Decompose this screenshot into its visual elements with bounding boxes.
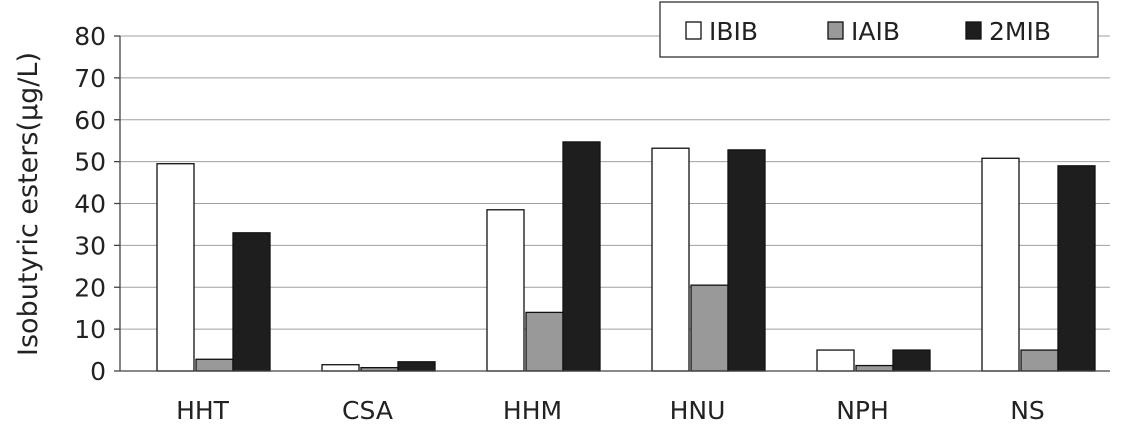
- bar-iaib-ns: [1020, 349, 1059, 372]
- legend-label-iaib: IAIB: [851, 17, 900, 46]
- y-axis-title: Isobutyric esters(μg/L): [13, 52, 44, 356]
- y-tick-label: 30: [74, 231, 106, 260]
- x-category-label: NPH: [836, 396, 889, 425]
- legend-label-ibib: IBIB: [709, 17, 758, 46]
- bar-ibib-hnu: [651, 147, 690, 372]
- y-tick-label: 20: [74, 273, 106, 302]
- gridlines: [120, 35, 1110, 330]
- bar-ibib-csa: [321, 364, 360, 372]
- legend-label-2mib: 2MIB: [989, 17, 1051, 46]
- bar-iaib-hht: [195, 358, 234, 372]
- y-tick-label: 60: [74, 106, 106, 135]
- x-category-label: HNU: [670, 396, 726, 425]
- bar-2mib-csa: [397, 361, 436, 372]
- bar-2mib-ns: [1057, 165, 1096, 372]
- y-tick-label: 10: [74, 315, 106, 344]
- bar-ibib-hht: [156, 163, 195, 372]
- bar-2mib-hht: [232, 232, 271, 372]
- legend-swatch-ibib: [685, 21, 702, 40]
- bar-iaib-hnu: [690, 284, 729, 372]
- bar-2mib-nph: [892, 349, 931, 372]
- legend-swatch-2mib: [965, 21, 982, 40]
- y-tick-label: 70: [74, 64, 106, 93]
- y-axis-ticks: 0 10 20 30 40 50 60 70 80: [74, 22, 106, 386]
- x-category-label: CSA: [342, 396, 393, 425]
- bar-2mib-hnu: [727, 149, 766, 372]
- legend-swatch-iaib: [827, 21, 844, 40]
- x-category-label: HHT: [176, 396, 230, 425]
- x-category-label: NS: [1010, 396, 1045, 425]
- legend: IBIB IAIB 2MIB: [659, 1, 1099, 58]
- x-axis-categories: HHT CSA HHM HNU NPH NS: [176, 396, 1045, 425]
- bar-ibib-nph: [816, 349, 855, 372]
- y-tick-label: 0: [90, 357, 106, 386]
- bar-ibib-hhm: [486, 209, 525, 372]
- x-category-label: HHM: [503, 396, 562, 425]
- bar-ibib-ns: [981, 157, 1020, 372]
- y-tick-label: 40: [74, 190, 106, 219]
- y-tick-label: 50: [74, 148, 106, 177]
- axes: [114, 35, 1110, 372]
- bar-2mib-hhm: [562, 141, 601, 372]
- legend-box: [659, 1, 1099, 58]
- bars: [156, 141, 1096, 372]
- bar-iaib-nph: [855, 364, 894, 372]
- y-tick-label: 80: [74, 22, 106, 51]
- bar-iaib-hhm: [525, 311, 564, 372]
